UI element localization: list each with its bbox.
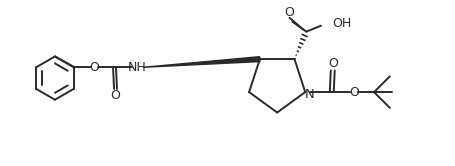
Text: O: O: [349, 86, 359, 99]
Text: O: O: [89, 61, 99, 74]
Text: NH: NH: [128, 61, 147, 74]
Text: O: O: [284, 6, 294, 19]
Text: N: N: [303, 88, 313, 101]
Polygon shape: [143, 57, 259, 67]
Text: O: O: [327, 57, 337, 70]
Text: O: O: [110, 89, 120, 102]
Text: OH: OH: [331, 17, 350, 30]
